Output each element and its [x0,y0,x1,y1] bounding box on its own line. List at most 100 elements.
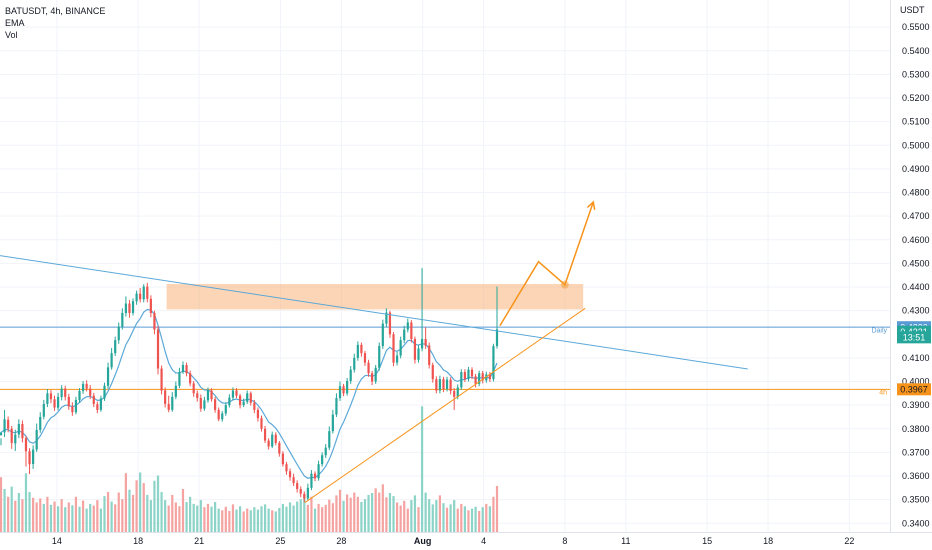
candle-body [124,303,127,314]
candle [342,383,345,397]
candle [24,435,28,467]
candle-body [174,385,177,397]
symbol-title[interactable]: BATUSDT, 4h, BINANCE [5,6,106,16]
candle-body [263,428,267,441]
candle [78,388,81,403]
candle [124,296,127,317]
time-tick-label: 18 [133,536,143,546]
candle-body [360,344,363,354]
candle [228,394,231,408]
volume-bar [221,510,224,532]
volume-bar [139,472,142,532]
price-tick-label: 0.4300 [902,306,930,316]
chart-grid [0,0,890,532]
candle-body [324,447,327,456]
candle [299,486,302,498]
candle [192,381,195,397]
candle [256,407,260,422]
candle [481,370,484,384]
volume-bar [271,510,274,532]
candle-body [156,329,160,369]
price-axis-bg [890,0,932,550]
ema-indicator-label[interactable]: EMA [5,18,25,28]
volume-bar [338,489,342,532]
candle [253,399,256,414]
volume-bar [121,499,124,532]
candle [164,387,167,408]
candle-body [28,451,31,465]
candle-body [242,401,245,406]
volume-bar [17,493,20,532]
candle-body [371,373,374,382]
time-tick-label: 4 [481,536,486,546]
candle-body [235,390,238,396]
price-tag-bg [897,383,931,396]
volume-bar [217,508,220,532]
volume-bar [106,492,110,532]
price-tick-label: 0.4400 [902,282,930,292]
candle [14,429,17,451]
volume-bar [42,503,45,532]
candle [156,326,160,375]
candle-body [74,399,78,413]
candle [35,423,38,452]
candle-body [167,403,170,410]
candle [146,282,149,303]
candle [271,431,274,449]
candle [467,366,470,382]
level-lines-layer [0,326,890,390]
volume-bar [310,496,313,532]
volume-bar [445,507,449,532]
volume-bar [14,500,17,532]
volume-bar [460,503,463,532]
candle [267,438,270,450]
volume-bar [246,508,249,532]
candle [89,385,92,399]
volume-bar [3,489,6,532]
candle [106,362,110,389]
candle [410,320,413,343]
volume-bar [481,507,484,532]
candle-body [403,329,406,341]
candle-body [356,344,359,358]
candle-body [110,353,113,368]
candle-body [299,489,302,494]
volume-bar [49,504,53,532]
candle [167,395,170,413]
volume-bar [256,509,260,532]
volume-bar [242,511,245,532]
volume-bar [228,510,231,532]
candle [374,364,377,384]
candle-body [238,395,242,406]
candle-body [449,379,452,391]
candle-body [281,453,285,465]
candle-body [203,400,206,409]
volume-bar [192,503,195,532]
candle-body [406,322,409,330]
drawings-layer [0,200,748,504]
price-tag-text: 0.3967 [900,385,928,395]
volume-bar [385,497,388,532]
candle [492,343,495,382]
candles-layer [0,268,499,502]
candle-body [106,367,110,386]
candle [103,382,106,401]
candle-body [81,383,85,391]
candle [139,287,142,303]
candle [246,390,249,404]
candle-body [224,405,227,414]
candle [356,341,359,361]
volume-bar [128,489,131,532]
candle-body [249,393,252,403]
candle-body [85,383,88,389]
volume-indicator-label[interactable]: Vol [5,30,18,40]
candle [81,381,85,394]
candle-body [221,413,224,420]
candle [242,398,245,408]
candle-body [121,313,124,327]
candle [28,448,31,475]
candle-body [317,464,320,479]
candle-body [342,386,345,394]
candle-body [328,431,331,448]
